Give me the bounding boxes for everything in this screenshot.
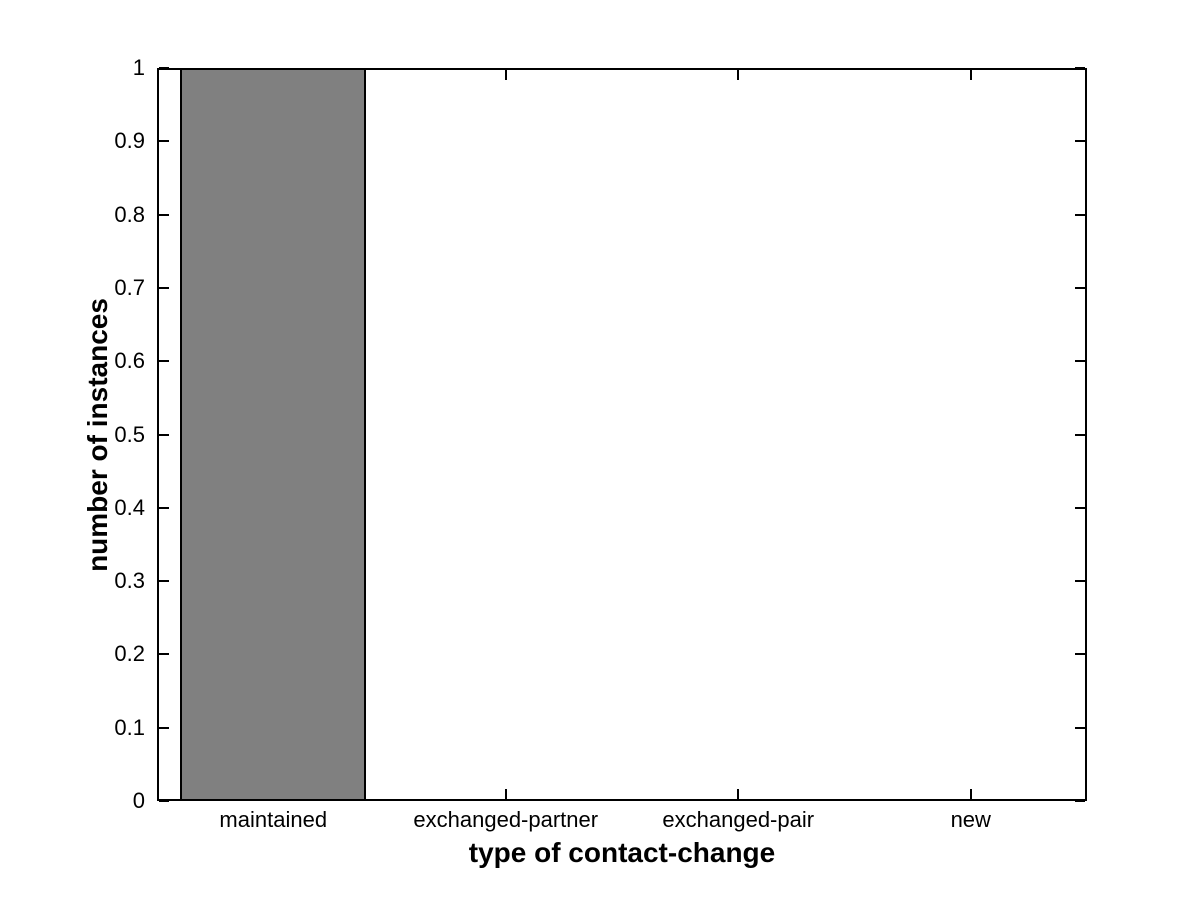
y-tick-label: 0.1 xyxy=(114,714,145,740)
bar-maintained xyxy=(180,68,367,801)
y-tick-label: 0.5 xyxy=(114,421,145,447)
x-tick-mark-bottom xyxy=(504,789,507,799)
x-axis-label: type of contact-change xyxy=(468,837,776,868)
x-tick-mark-bottom xyxy=(969,789,972,799)
y-tick-mark-right xyxy=(1075,360,1085,363)
y-tick-mark-right xyxy=(1075,213,1085,216)
x-tick-mark-top xyxy=(969,70,972,80)
y-tick-mark-right xyxy=(1075,433,1085,436)
y-tick-mark-left xyxy=(159,653,169,656)
y-axis-label: number of instances xyxy=(82,297,113,572)
y-tick-label: 1 xyxy=(132,55,145,80)
y-tick-label: 0.3 xyxy=(114,568,145,594)
y-tick-label: 0.4 xyxy=(114,494,145,520)
y-tick-mark-right xyxy=(1075,580,1085,583)
y-tick-mark-right xyxy=(1075,726,1085,729)
y-tick-mark-right xyxy=(1075,286,1085,289)
y-tick-mark-right xyxy=(1075,800,1085,802)
y-tick-mark-right xyxy=(1075,506,1085,509)
y-tick-mark-left xyxy=(159,67,169,69)
y-tick-mark-right xyxy=(1075,653,1085,656)
y-tick-label: 0 xyxy=(132,788,145,813)
y-tick-mark-left xyxy=(159,506,169,509)
y-tick-mark-left xyxy=(159,213,169,216)
y-tick-label: 0.6 xyxy=(114,348,145,374)
y-tick-mark-right xyxy=(1075,140,1085,143)
y-tick-mark-left xyxy=(159,580,169,583)
y-tick-mark-left xyxy=(159,800,169,802)
x-tick-label: maintained xyxy=(219,807,328,832)
x-tick-mark-top xyxy=(737,70,740,80)
y-tick-mark-left xyxy=(159,140,169,143)
y-tick-mark-left xyxy=(159,433,169,436)
y-tick-label: 0.7 xyxy=(114,274,145,300)
x-tick-label: new xyxy=(950,807,991,832)
x-tick-label: exchanged-pair xyxy=(662,807,815,832)
y-tick-label: 0.9 xyxy=(114,128,145,154)
y-tick-label: 0.2 xyxy=(114,641,145,667)
y-tick-mark-left xyxy=(159,286,169,289)
y-tick-label: 0.8 xyxy=(114,201,145,227)
y-tick-mark-right xyxy=(1075,67,1085,69)
y-tick-mark-left xyxy=(159,726,169,729)
y-tick-mark-left xyxy=(159,360,169,363)
x-tick-label: exchanged-partner xyxy=(413,807,599,832)
x-tick-mark-bottom xyxy=(737,789,740,799)
x-tick-mark-top xyxy=(504,70,507,80)
